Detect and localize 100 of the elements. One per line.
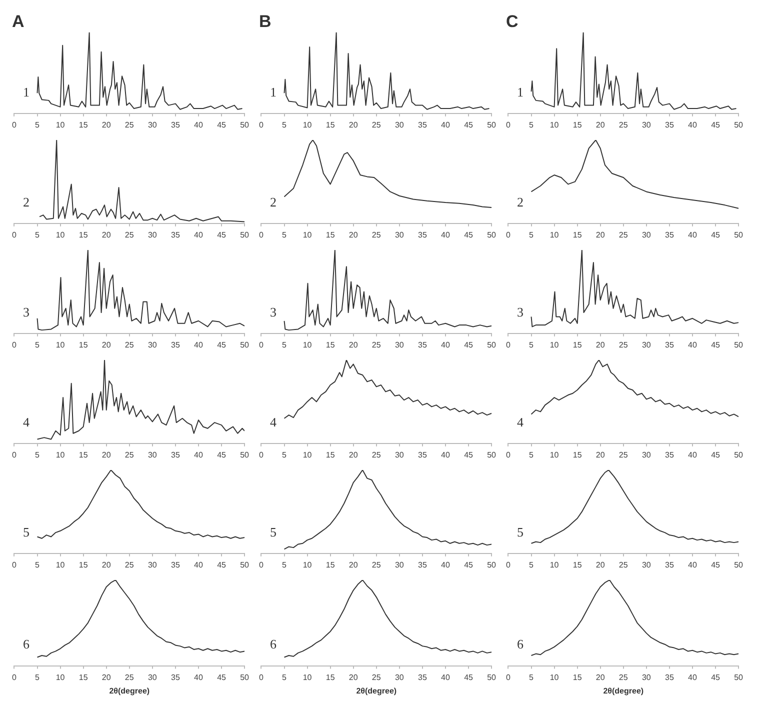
x-tick-label: 5 bbox=[35, 120, 40, 130]
x-tick-label: 45 bbox=[711, 230, 721, 240]
x-tick-label: 10 bbox=[550, 672, 560, 682]
x-tick-label: 30 bbox=[642, 120, 652, 130]
x-tick-label: 30 bbox=[394, 560, 404, 570]
x-tick-label: 20 bbox=[102, 450, 112, 460]
x-tick-label: 30 bbox=[148, 230, 158, 240]
x-tick-label: 10 bbox=[56, 672, 66, 682]
x-tick-label: 40 bbox=[688, 230, 698, 240]
x-tick-label: 30 bbox=[394, 340, 404, 350]
x-tick-label: 0 bbox=[506, 120, 511, 130]
x-tick-label: 10 bbox=[302, 230, 312, 240]
x-tick-label: 35 bbox=[418, 560, 428, 570]
x-tick-label: 20 bbox=[348, 560, 358, 570]
annotation: 5 bbox=[22, 524, 30, 540]
x-axis-title: 2θ(degree) bbox=[356, 686, 397, 696]
x-tick-label: 45 bbox=[217, 450, 227, 460]
x-tick-label: 15 bbox=[326, 450, 336, 460]
annotation: 5 bbox=[516, 524, 524, 540]
x-tick-label: 25 bbox=[124, 560, 134, 570]
x-tick-label: 20 bbox=[596, 672, 606, 682]
x-tick-label: 15 bbox=[572, 450, 582, 460]
x-tick-label: 0 bbox=[506, 340, 511, 350]
x-tick-label: 30 bbox=[394, 230, 404, 240]
x-tick-label: 20 bbox=[348, 340, 358, 350]
x-tick-label: 15 bbox=[572, 120, 582, 130]
x-tick-label: 35 bbox=[418, 340, 428, 350]
annotation: 2 bbox=[22, 194, 30, 210]
x-tick-label: 5 bbox=[282, 120, 288, 130]
x-tick-label: 25 bbox=[124, 340, 134, 350]
x-tick-label: 50 bbox=[734, 672, 744, 682]
x-tick-label: 35 bbox=[665, 340, 674, 350]
x-tick-label: 5 bbox=[282, 560, 288, 570]
x-tick-label: 45 bbox=[464, 120, 474, 130]
annotation: 6 bbox=[22, 636, 30, 652]
x-tick-label: 20 bbox=[596, 560, 606, 570]
x-tick-label: 35 bbox=[665, 230, 674, 240]
x-tick-label: 0 bbox=[12, 672, 17, 682]
x-tick-label: 20 bbox=[102, 120, 112, 130]
x-tick-label: 50 bbox=[240, 120, 250, 130]
x-tick-label: 0 bbox=[12, 560, 17, 570]
x-tick-label: 10 bbox=[302, 120, 312, 130]
x-tick-label: 20 bbox=[596, 340, 606, 350]
annotation: 4 bbox=[270, 414, 277, 430]
annotation: 6 bbox=[516, 636, 524, 652]
x-tick-label: 45 bbox=[464, 230, 474, 240]
x-tick-label: 20 bbox=[596, 450, 606, 460]
x-tick-label: 25 bbox=[618, 230, 628, 240]
x-tick-label: 10 bbox=[56, 340, 66, 350]
x-tick-label: 40 bbox=[441, 120, 450, 130]
x-tick-label: 45 bbox=[464, 340, 474, 350]
x-tick-label: 45 bbox=[464, 450, 474, 460]
x-tick-label: 50 bbox=[240, 450, 250, 460]
x-tick-label: 0 bbox=[12, 120, 17, 130]
x-tick-label: 10 bbox=[56, 450, 66, 460]
x-tick-label: 15 bbox=[78, 450, 88, 460]
x-tick-label: 15 bbox=[572, 672, 582, 682]
x-tick-label: 0 bbox=[259, 120, 264, 130]
x-tick-label: 5 bbox=[282, 450, 288, 460]
x-tick-label: 40 bbox=[441, 450, 450, 460]
x-tick-label: 30 bbox=[148, 672, 158, 682]
x-tick-label: 20 bbox=[102, 560, 112, 570]
x-tick-label: 50 bbox=[734, 450, 744, 460]
x-tick-label: 40 bbox=[688, 450, 698, 460]
x-tick-label: 30 bbox=[394, 672, 404, 682]
x-tick-label: 30 bbox=[394, 120, 404, 130]
x-tick-label: 30 bbox=[148, 450, 158, 460]
x-tick-label: 0 bbox=[12, 230, 17, 240]
x-tick-label: 10 bbox=[302, 672, 312, 682]
x-tick-label: 50 bbox=[487, 672, 497, 682]
x-tick-label: 50 bbox=[734, 340, 744, 350]
x-tick-label: 15 bbox=[572, 560, 582, 570]
x-tick-label: 15 bbox=[78, 120, 88, 130]
x-tick-label: 45 bbox=[711, 340, 721, 350]
x-tick-label: 25 bbox=[124, 672, 134, 682]
x-tick-label: 40 bbox=[441, 230, 450, 240]
x-tick-label: 10 bbox=[302, 340, 312, 350]
x-tick-label: 40 bbox=[194, 560, 204, 570]
x-tick-label: 40 bbox=[441, 560, 450, 570]
x-axis-title: 2θ(degree) bbox=[603, 686, 644, 696]
x-tick-label: 45 bbox=[711, 120, 721, 130]
x-tick-label: 40 bbox=[194, 672, 204, 682]
x-tick-label: 25 bbox=[618, 120, 628, 130]
x-tick-label: 50 bbox=[240, 672, 250, 682]
x-tick-label: 40 bbox=[688, 120, 698, 130]
x-tick-label: 30 bbox=[642, 560, 652, 570]
x-tick-label: 30 bbox=[148, 340, 158, 350]
x-tick-label: 45 bbox=[217, 672, 227, 682]
x-tick-label: 45 bbox=[464, 672, 474, 682]
chart-title: C bbox=[506, 12, 518, 31]
x-tick-label: 25 bbox=[372, 450, 382, 460]
x-tick-label: 10 bbox=[302, 560, 312, 570]
x-tick-label: 15 bbox=[78, 340, 88, 350]
x-tick-label: 10 bbox=[302, 450, 312, 460]
x-tick-label: 35 bbox=[171, 340, 180, 350]
x-tick-label: 15 bbox=[326, 560, 336, 570]
x-tick-label: 25 bbox=[372, 230, 382, 240]
x-tick-label: 45 bbox=[217, 230, 227, 240]
x-tick-label: 5 bbox=[35, 340, 40, 350]
annotation: 4 bbox=[516, 414, 524, 430]
